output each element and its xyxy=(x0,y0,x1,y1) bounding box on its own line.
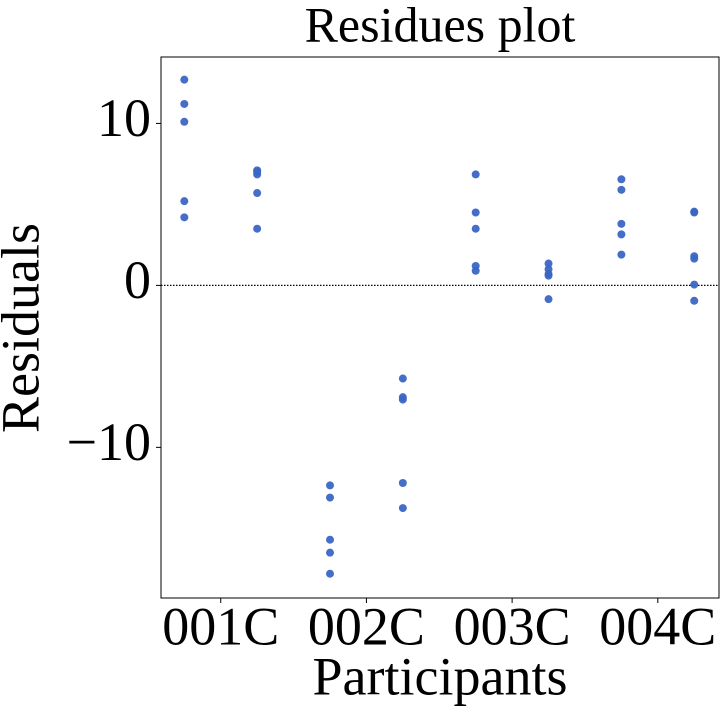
data-point xyxy=(398,504,407,513)
data-point xyxy=(617,219,626,228)
data-point xyxy=(544,259,553,268)
data-point xyxy=(326,569,335,578)
data-point xyxy=(690,208,699,217)
x-tick-label: 001C xyxy=(162,596,279,656)
data-point xyxy=(471,224,480,233)
chart-title: Residues plot xyxy=(305,0,576,52)
y-tick-label: 0 xyxy=(124,250,151,310)
y-tick-label: −10 xyxy=(67,412,151,472)
data-point xyxy=(326,548,335,557)
x-tick-label: 004C xyxy=(599,596,716,656)
data-point xyxy=(180,99,189,108)
y-axis-label: Residuals xyxy=(0,223,50,433)
data-point xyxy=(690,280,699,289)
data-point xyxy=(617,185,626,194)
data-point xyxy=(398,374,407,383)
data-point xyxy=(180,75,189,84)
data-point xyxy=(690,254,699,263)
data-point xyxy=(180,117,189,126)
data-point xyxy=(471,170,480,179)
data-point xyxy=(544,295,553,304)
data-point xyxy=(253,224,262,233)
data-point xyxy=(326,493,335,502)
data-point xyxy=(326,481,335,490)
data-point xyxy=(180,213,189,222)
data-point xyxy=(690,296,699,305)
data-point xyxy=(398,478,407,487)
data-point xyxy=(180,197,189,206)
data-point xyxy=(398,395,407,404)
data-point xyxy=(253,189,262,198)
x-tick-label: 003C xyxy=(454,596,571,656)
data-point xyxy=(326,535,335,544)
plot-frame xyxy=(160,56,720,599)
x-tick-label: 002C xyxy=(308,596,425,656)
data-point xyxy=(471,266,480,275)
data-point xyxy=(471,208,480,217)
data-point xyxy=(617,230,626,239)
data-point xyxy=(544,271,553,280)
y-tick-label: 10 xyxy=(97,88,151,148)
x-axis-label: Participants xyxy=(313,646,568,706)
data-point xyxy=(617,250,626,259)
data-point xyxy=(617,175,626,184)
data-point xyxy=(253,170,262,179)
